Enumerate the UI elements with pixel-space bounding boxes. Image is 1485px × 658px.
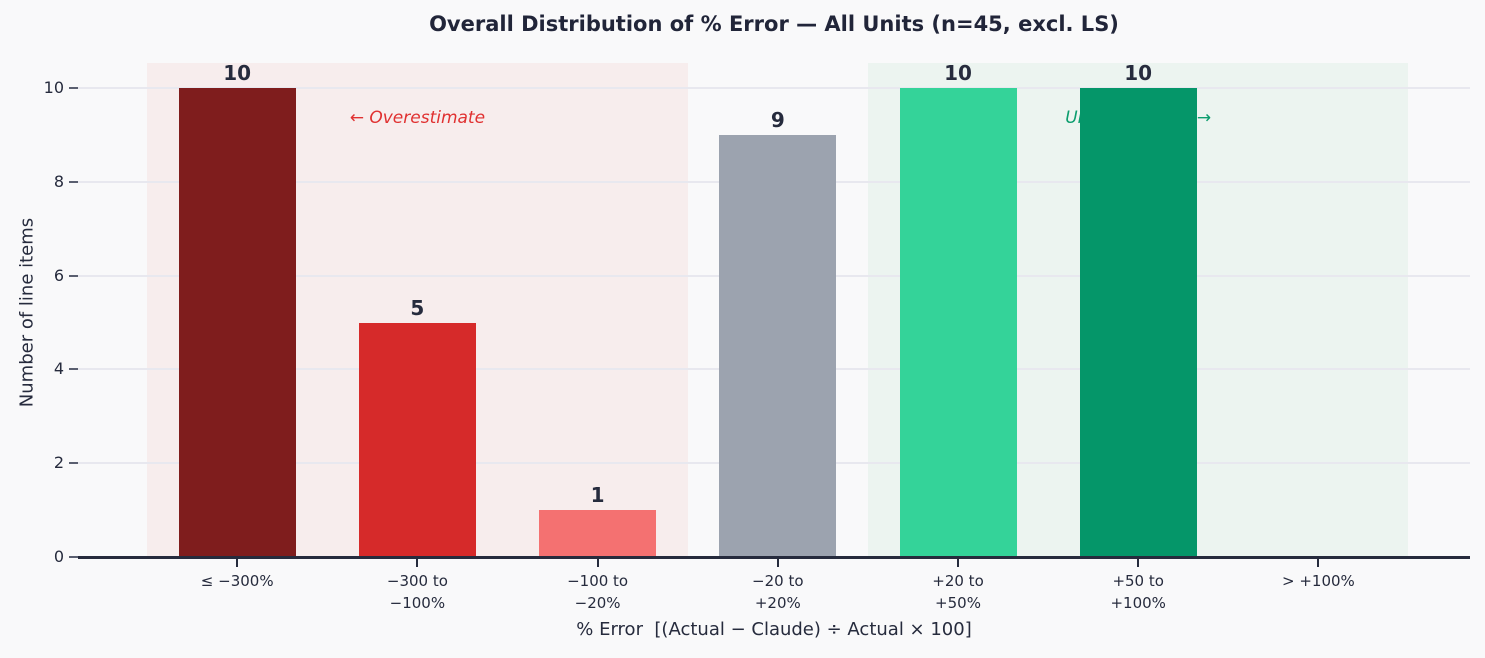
x-axis-tick bbox=[236, 559, 239, 567]
x-tick-label: −20 to +20% bbox=[752, 572, 804, 612]
bar bbox=[539, 510, 657, 557]
bar-value-label: 5 bbox=[410, 295, 425, 320]
x-axis-line bbox=[78, 556, 1470, 559]
y-axis-tick bbox=[69, 462, 78, 465]
y-axis-tick bbox=[69, 87, 78, 89]
x-axis-tick bbox=[416, 559, 419, 567]
chart-title: Overall Distribution of % Error — All Un… bbox=[429, 12, 1119, 36]
bar bbox=[1079, 88, 1197, 557]
y-axis-tick bbox=[69, 180, 78, 183]
bar bbox=[358, 322, 476, 557]
bar-value-label: 10 bbox=[1124, 61, 1153, 85]
bar-value-label: 10 bbox=[223, 61, 252, 85]
bar-value-label: 1 bbox=[590, 483, 605, 508]
x-axis-tick bbox=[1317, 559, 1320, 567]
x-tick-label: +50 to +100% bbox=[1110, 572, 1166, 612]
x-tick-label: −300 to −100% bbox=[386, 572, 448, 612]
x-tick-label: +20 to +50% bbox=[932, 572, 984, 612]
x-axis-tick bbox=[776, 559, 779, 567]
x-axis-label: % Error [(Actual − Claude) ÷ Actual × 10… bbox=[576, 619, 972, 640]
x-tick-label: −100 to −20% bbox=[567, 572, 629, 612]
bar-value-label: 10 bbox=[944, 61, 972, 85]
y-axis-tick bbox=[69, 274, 78, 277]
bar bbox=[178, 88, 296, 557]
y-axis-tick bbox=[69, 556, 78, 558]
x-axis-tick bbox=[957, 559, 959, 567]
y-tick-label: 10 bbox=[43, 78, 64, 97]
y-tick-label: 0 bbox=[53, 547, 64, 566]
x-tick-label: ≤ −300% bbox=[200, 572, 274, 590]
y-axis-tick bbox=[69, 368, 78, 371]
y-tick-label: 6 bbox=[53, 265, 64, 285]
y-tick-label: 4 bbox=[53, 359, 64, 379]
bar bbox=[899, 88, 1017, 557]
gridline bbox=[78, 87, 1470, 89]
bar-value-label: 9 bbox=[770, 107, 785, 132]
overestimate-annotation: ← Overestimate bbox=[349, 108, 486, 128]
y-axis-label: Number of line items bbox=[16, 217, 38, 408]
x-tick-label: > +100% bbox=[1281, 572, 1355, 590]
y-tick-label: 2 bbox=[53, 453, 64, 473]
x-axis-tick bbox=[1137, 559, 1140, 567]
y-tick-label: 8 bbox=[53, 171, 64, 191]
x-axis-tick bbox=[596, 559, 599, 567]
bar bbox=[719, 134, 837, 557]
